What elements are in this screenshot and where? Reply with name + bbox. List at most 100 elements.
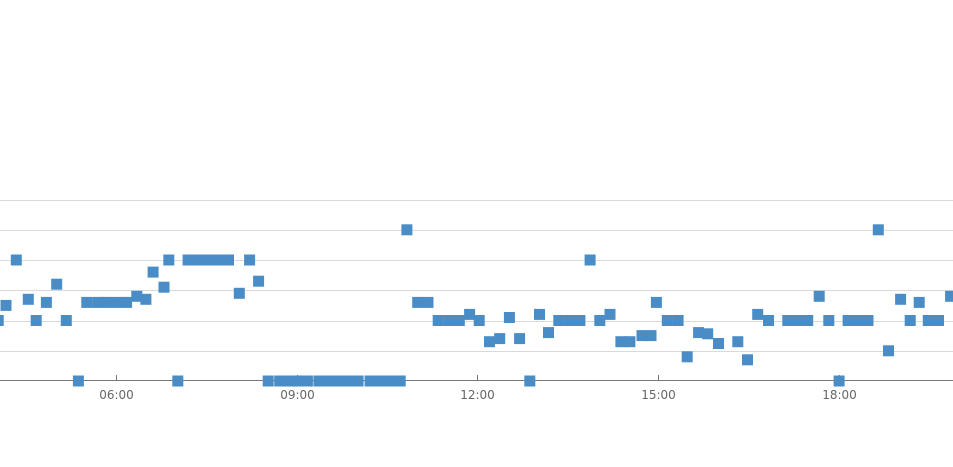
data-point — [853, 315, 865, 326]
data-point — [111, 296, 123, 308]
data-point — [883, 345, 894, 357]
data-point — [274, 375, 286, 387]
data-point — [22, 293, 34, 305]
data-point — [333, 375, 345, 387]
data-points — [0, 224, 953, 387]
data-point — [752, 308, 764, 320]
data-point — [0, 315, 4, 326]
data-point — [453, 315, 465, 326]
data-point — [0, 299, 12, 311]
data-point — [636, 330, 648, 342]
data-point — [140, 293, 152, 305]
data-point — [813, 290, 825, 302]
data-point — [604, 308, 616, 320]
data-point — [823, 315, 835, 326]
data-point — [913, 296, 925, 308]
data-point — [534, 308, 545, 320]
data-point — [60, 315, 72, 326]
data-point — [72, 375, 84, 387]
data-point — [553, 315, 565, 326]
data-point — [782, 315, 794, 326]
data-point — [131, 290, 143, 302]
data-point — [323, 375, 334, 387]
data-point — [650, 296, 662, 308]
data-point — [702, 328, 714, 340]
data-point — [792, 315, 804, 326]
data-point — [713, 338, 724, 349]
data-point — [693, 327, 705, 339]
data-point — [163, 254, 175, 266]
data-point — [401, 224, 413, 236]
data-point — [81, 296, 93, 308]
data-point — [384, 375, 396, 387]
data-point — [262, 375, 274, 387]
data-point — [158, 281, 170, 293]
data-point — [564, 315, 576, 326]
data-point — [313, 375, 325, 387]
data-point — [895, 293, 907, 305]
data-point — [202, 254, 214, 266]
data-point — [182, 254, 194, 266]
data-point — [283, 375, 295, 387]
data-point — [121, 296, 133, 308]
x-axis-ticks: 06:00 09:00 12:00 15:00 18:00 — [99, 375, 857, 402]
x-tick-label: 12:00 — [460, 388, 495, 402]
data-point — [484, 336, 495, 348]
data-point — [862, 315, 874, 326]
data-point — [842, 315, 854, 326]
data-point — [233, 287, 245, 299]
x-tick-label: 18:00 — [822, 388, 857, 402]
data-point — [945, 290, 953, 302]
data-point — [872, 224, 884, 236]
data-point — [742, 354, 753, 366]
data-point — [732, 336, 744, 348]
data-point — [343, 375, 355, 387]
data-point — [574, 315, 586, 326]
data-point — [172, 375, 184, 387]
data-point — [147, 266, 159, 278]
data-point — [422, 296, 434, 308]
data-point — [494, 333, 506, 345]
x-tick-label: 15:00 — [641, 388, 676, 402]
data-point — [101, 296, 113, 308]
data-point — [543, 327, 554, 339]
data-point — [301, 375, 313, 387]
data-point — [503, 312, 515, 323]
data-point — [443, 315, 455, 326]
data-point — [292, 375, 304, 387]
data-point — [802, 315, 814, 326]
data-point — [51, 278, 63, 290]
data-point — [833, 375, 845, 387]
data-point — [514, 333, 526, 345]
gridlines — [0, 200, 953, 352]
data-point — [364, 375, 376, 387]
data-point — [672, 315, 684, 326]
data-point — [645, 330, 657, 342]
data-point — [661, 315, 673, 326]
data-point — [223, 254, 234, 266]
data-point — [763, 315, 774, 326]
data-point — [394, 375, 406, 387]
data-point — [193, 254, 205, 266]
data-point — [594, 315, 606, 326]
data-point — [524, 375, 536, 387]
data-point — [30, 315, 42, 326]
data-point — [92, 296, 104, 308]
data-point — [253, 275, 265, 287]
x-tick-label: 09:00 — [280, 388, 315, 402]
data-point — [624, 336, 636, 348]
data-point — [40, 296, 52, 308]
data-point — [432, 315, 444, 326]
data-point — [412, 296, 424, 308]
data-point — [904, 315, 916, 326]
data-point — [464, 308, 476, 320]
data-point — [352, 375, 364, 387]
data-point — [681, 351, 693, 363]
data-point — [584, 254, 596, 266]
data-point — [473, 315, 485, 326]
data-point — [922, 315, 934, 326]
data-point — [212, 254, 224, 266]
data-point — [615, 336, 627, 348]
data-point — [244, 254, 256, 266]
